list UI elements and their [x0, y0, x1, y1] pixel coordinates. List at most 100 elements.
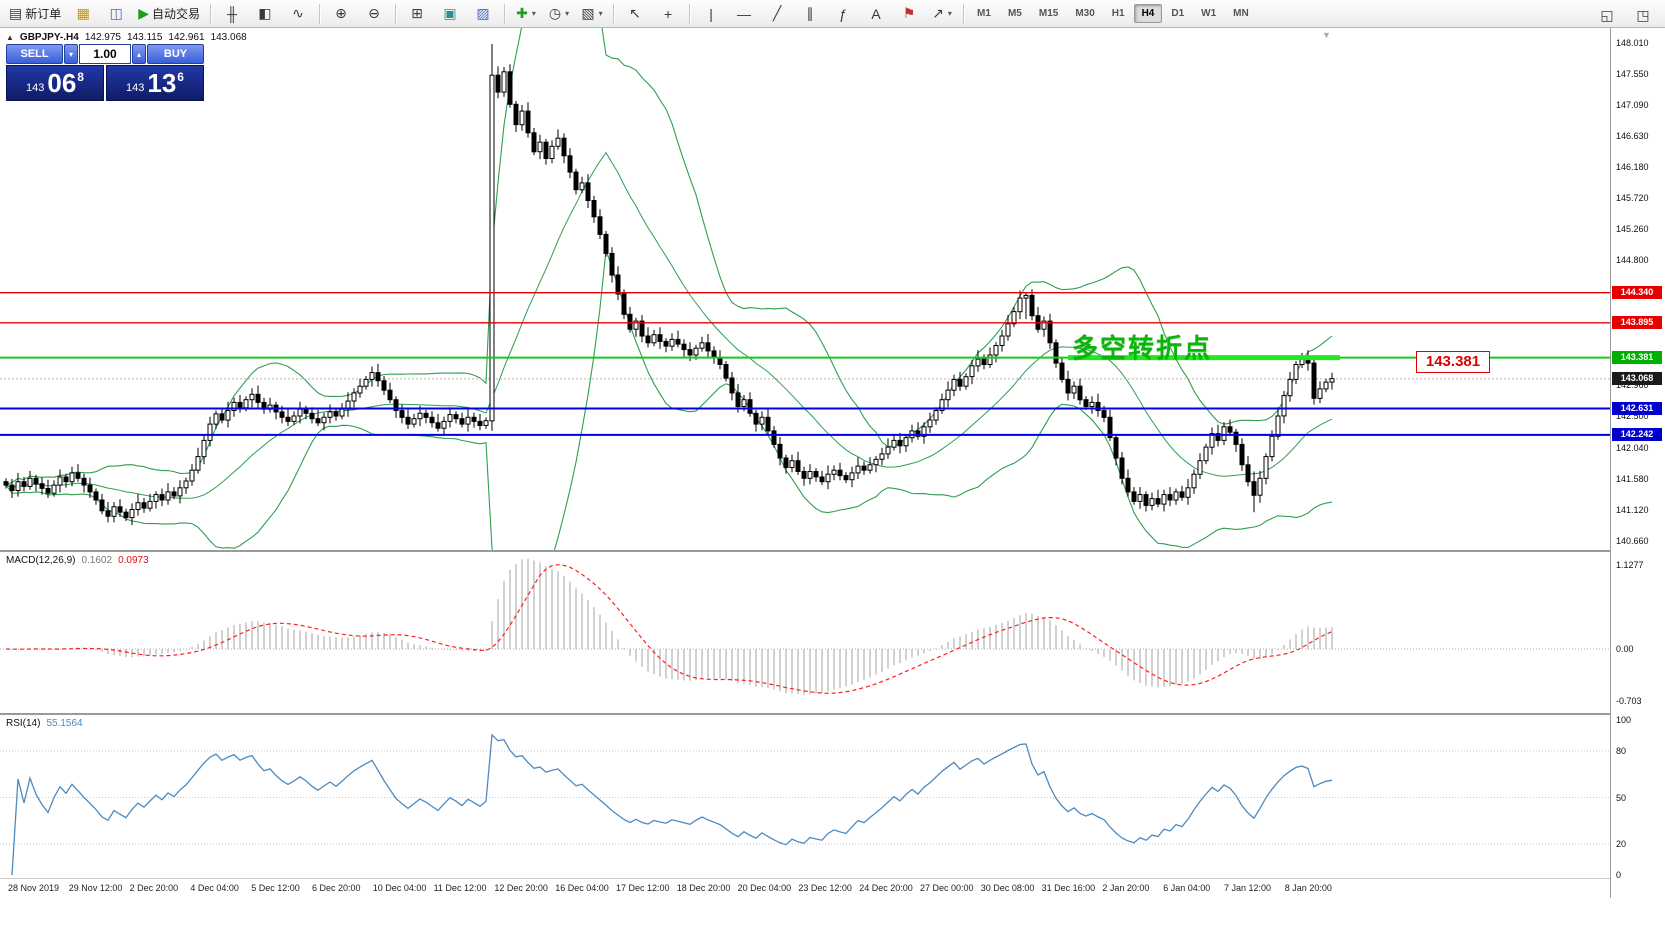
- price-axis-label: 146.180: [1616, 161, 1649, 172]
- charts-icon[interactable]: ▦: [76, 5, 90, 21]
- indicators-button[interactable]: ✚ ▾: [510, 1, 542, 27]
- zoom-out-icon[interactable]: ⊖: [368, 5, 380, 21]
- buy-price-sup: 6: [177, 70, 184, 84]
- volume-input[interactable]: [79, 44, 131, 64]
- timeframe-button-h4[interactable]: H4: [1133, 4, 1163, 23]
- crosshair-icon[interactable]: +: [663, 5, 673, 22]
- price-callout-label: 143.381: [1416, 351, 1490, 373]
- periods-button[interactable]: ◷ ▾: [543, 1, 575, 27]
- price-axis-label: 144.800: [1616, 255, 1649, 266]
- rsi-chart[interactable]: [0, 715, 1610, 878]
- price-axis-label: 145.720: [1616, 193, 1649, 204]
- zoom-in-icon[interactable]: ⊕: [335, 5, 347, 21]
- time-axis-label: 6 Dec 20:00: [312, 883, 361, 893]
- timeframe-button-m1[interactable]: M1: [977, 8, 991, 19]
- time-axis-label: 30 Dec 08:00: [980, 883, 1035, 893]
- channel-tool-icon[interactable]: ∥: [806, 5, 814, 21]
- macd-panel[interactable]: MACD(12,26,9) 0.1602 0.0973: [0, 552, 1610, 713]
- candlestick-chart[interactable]: [0, 28, 1610, 550]
- shapes-icon: ↗: [932, 5, 944, 21]
- tile-windows-icon[interactable]: ⊞: [411, 5, 423, 21]
- chart-symbol-info: ▲ GBPJPY-.H4 142.975 143.115 142.961 143…: [6, 32, 247, 43]
- text-tool-icon[interactable]: A: [871, 5, 881, 22]
- low-value: 142.961: [168, 32, 205, 43]
- time-axis[interactable]: 28 Nov 2019 29 Nov 12:00 2 Dec 20:00 4 Dec …: [0, 878, 1610, 899]
- timeframe-button-d1[interactable]: D1: [1171, 8, 1185, 19]
- market-watch-icon[interactable]: ◫: [109, 5, 123, 21]
- main-chart-panel[interactable]: ▲ GBPJPY-.H4 142.975 143.115 142.961 143…: [0, 28, 1610, 550]
- price-tag: 142.242: [1612, 428, 1662, 442]
- chevron-down-icon: ▾: [565, 9, 570, 18]
- price-tag: 144.340: [1612, 286, 1662, 300]
- toolbar-separator: [613, 3, 615, 24]
- candlestick-chart-icon[interactable]: ◧: [258, 5, 272, 21]
- label-tool-icon[interactable]: ⚑: [902, 5, 916, 21]
- price-axis[interactable]: 148.010 147.550 147.090 146.630 146.180 145.7…: [1610, 28, 1665, 898]
- timeframe-button-m5[interactable]: M5: [1007, 8, 1022, 19]
- timeframe-toolbar: M1 M5 M15 M30 H1 H4 D1 W1 MN: [969, 4, 1257, 23]
- price-axis-label: 146.630: [1616, 131, 1649, 142]
- trendline-tool-icon[interactable]: ╱: [772, 5, 782, 21]
- autotrading-button[interactable]: ▶ 自动交易: [133, 1, 205, 27]
- new-order-button[interactable]: ▤ 新订单: [4, 1, 66, 27]
- new-order-icon: ▤: [9, 5, 23, 21]
- sell-price-display[interactable]: 143 06 8: [6, 65, 104, 101]
- volume-up-button[interactable]: ▴: [132, 44, 146, 64]
- rsi-panel[interactable]: RSI(14) 55.1564: [0, 715, 1610, 878]
- chart-shift-marker-icon[interactable]: ▼: [1322, 30, 1331, 40]
- time-axis-label: 27 Dec 00:00: [920, 883, 974, 893]
- timeframe-button-mn[interactable]: MN: [1233, 8, 1249, 19]
- timeframe-button-m15[interactable]: M15: [1038, 8, 1059, 19]
- time-axis-label: 18 Dec 20:00: [676, 883, 731, 893]
- time-axis-label: 2 Dec 20:00: [129, 883, 179, 893]
- buy-price-prefix: 143: [126, 82, 145, 94]
- price-axis-label: 142.500: [1616, 411, 1649, 422]
- timeframe-button-h1[interactable]: H1: [1111, 8, 1125, 19]
- cursor-icon[interactable]: ↖: [629, 5, 641, 21]
- chevron-down-icon: ▾: [947, 9, 952, 18]
- time-axis-label: 8 Jan 20:00: [1284, 883, 1332, 893]
- open-value: 142.975: [84, 32, 121, 43]
- macd-axis-label: 0.00: [1616, 644, 1634, 654]
- periods-icon: ◷: [548, 5, 562, 21]
- buy-price-display[interactable]: 143 13 6: [106, 65, 204, 101]
- profiles-icon[interactable]: ▨: [476, 5, 490, 21]
- fibonacci-tool-icon[interactable]: ƒ: [839, 5, 847, 22]
- bar-chart-icon[interactable]: ╫: [227, 5, 237, 22]
- rsi-label: RSI(14) 55.1564: [6, 718, 83, 729]
- templates-button[interactable]: ▧ ▾: [576, 1, 608, 27]
- timeframe-button-m30[interactable]: M30: [1075, 8, 1095, 19]
- rsi-name: RSI(14): [6, 718, 41, 729]
- price-tag: 143.381: [1612, 351, 1662, 365]
- sell-button[interactable]: SELL: [6, 44, 63, 64]
- window-arrange-icon[interactable]: ◳: [1636, 6, 1650, 23]
- rsi-axis-label: 50: [1616, 792, 1627, 803]
- timeframe-button-w1[interactable]: W1: [1201, 8, 1217, 19]
- one-click-trading-panel: SELL ▾ ▴ BUY 143 06 8 143 13 6: [6, 44, 206, 101]
- shapes-button[interactable]: ↗ ▾: [926, 1, 958, 27]
- line-chart-icon[interactable]: ∿: [292, 5, 304, 21]
- time-axis-label: 16 Dec 04:00: [555, 883, 609, 893]
- price-axis-label: 141.120: [1616, 504, 1649, 515]
- new-chart-icon[interactable]: ▣: [443, 5, 457, 21]
- rsi-value: 55.1564: [46, 718, 83, 729]
- time-axis-label: 10 Dec 04:00: [372, 883, 427, 893]
- macd-chart[interactable]: [0, 552, 1610, 713]
- close-value: 143.068: [210, 32, 247, 43]
- symbol-period-label: GBPJPY-.H4: [19, 32, 79, 43]
- window-restore-icon[interactable]: ◱: [1600, 6, 1614, 23]
- volume-down-button[interactable]: ▾: [64, 44, 78, 64]
- horizontal-line-tool-icon[interactable]: —: [737, 5, 752, 22]
- price-tag: 143.068: [1612, 372, 1662, 386]
- vertical-line-tool-icon[interactable]: |: [709, 5, 713, 22]
- macd-signal-value: 0.0973: [118, 555, 149, 566]
- buy-button[interactable]: BUY: [147, 44, 204, 64]
- toolbar-separator: [504, 3, 506, 24]
- toolbar-right-group: ◱ ◳: [1591, 2, 1659, 28]
- sell-price-big: 06: [47, 68, 77, 98]
- rsi-axis-label: 100: [1616, 714, 1632, 725]
- time-axis-label: 2 Jan 20:00: [1102, 883, 1150, 893]
- one-click-collapse-icon[interactable]: ▲: [6, 33, 14, 42]
- toolbar-separator: [689, 3, 691, 24]
